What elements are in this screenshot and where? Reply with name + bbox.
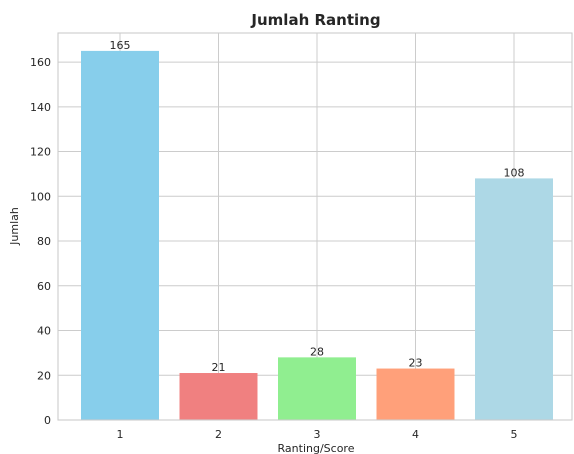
bar-value-label: 23 — [409, 357, 423, 370]
bar-value-labels: 165 21 28 23 108 — [110, 39, 525, 374]
x-tick-labels: 1 2 3 4 5 — [117, 428, 518, 441]
y-axis-label: Jumlah — [8, 207, 21, 246]
bar-value-label: 21 — [212, 361, 226, 374]
plot-frame — [57, 32, 573, 421]
bar-value-label: 165 — [110, 39, 131, 52]
bar-3 — [278, 357, 356, 420]
x-tick-label: 3 — [314, 428, 321, 441]
y-tick-label: 80 — [37, 235, 51, 248]
y-tick-label: 20 — [37, 369, 51, 382]
bar-value-label: 28 — [310, 345, 324, 358]
y-tick-label: 60 — [37, 280, 51, 293]
y-tick-label: 100 — [30, 190, 51, 203]
x-tick-label: 2 — [215, 428, 222, 441]
x-axis-label: Ranting/Score — [278, 442, 355, 454]
bar-5 — [475, 178, 553, 420]
bar-4 — [376, 368, 455, 420]
y-tick-label: 140 — [30, 101, 51, 114]
bar-1 — [81, 50, 159, 420]
y-tick-label: 0 — [44, 414, 51, 427]
y-tick-label: 120 — [30, 146, 51, 159]
bar-2 — [179, 373, 258, 420]
x-tick-label: 1 — [117, 428, 124, 441]
chart-title: Jumlah Ranting — [250, 11, 380, 29]
bar-value-label: 108 — [504, 166, 525, 179]
y-tick-label: 40 — [37, 325, 51, 338]
x-tick-label: 4 — [412, 428, 419, 441]
bars — [81, 50, 553, 420]
y-tick-labels: 0 20 40 60 80 100 120 140 160 — [30, 56, 51, 427]
x-tick-label: 5 — [511, 428, 518, 441]
y-tick-label: 160 — [30, 56, 51, 69]
